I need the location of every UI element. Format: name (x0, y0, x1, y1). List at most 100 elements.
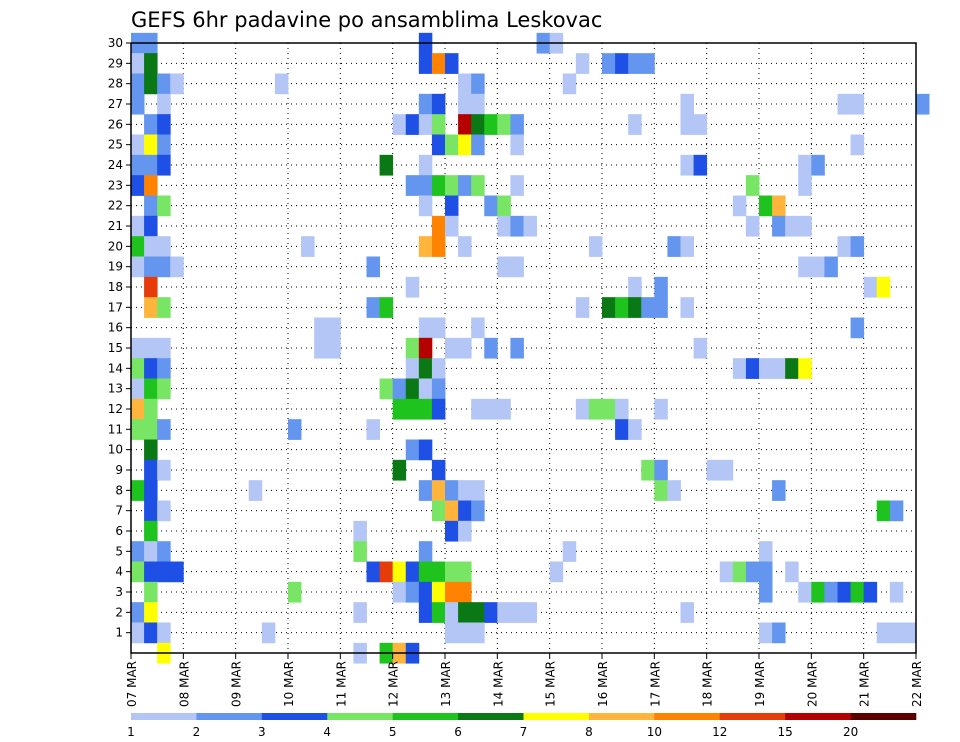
heatmap-cell (405, 378, 420, 400)
heatmap-cell (157, 459, 171, 481)
heatmap-cell (654, 398, 668, 420)
heatmap-cell (759, 622, 773, 644)
heatmap-cell (916, 93, 930, 115)
colorbar-label: 12 (712, 725, 727, 739)
heatmap-cell (131, 215, 145, 237)
heatmap-cell (431, 398, 446, 420)
heatmap-cell (510, 134, 524, 156)
heatmap-cell (615, 53, 629, 74)
heatmap-cell (458, 581, 472, 603)
heatmap-cell (471, 622, 485, 644)
heatmap-cell (144, 134, 158, 156)
heatmap-cell (693, 114, 708, 135)
heatmap-cell (615, 398, 629, 420)
x-tick-label: 13 MAR (439, 661, 453, 707)
heatmap-cell (144, 541, 158, 562)
heatmap-cell (157, 561, 171, 583)
heatmap-cell (418, 602, 433, 623)
heatmap-cell (131, 358, 145, 379)
heatmap-cell (418, 195, 433, 217)
heatmap-cell (288, 419, 302, 440)
y-tick-label: 11 (108, 422, 123, 436)
colorbar-label: 10 (647, 725, 662, 739)
heatmap-cell (445, 480, 459, 501)
heatmap-cell (131, 602, 145, 623)
heatmap-cell (392, 459, 407, 481)
heatmap-cell (602, 297, 616, 318)
heatmap-cell (654, 276, 668, 298)
y-tick-label: 17 (108, 300, 123, 314)
heatmap-cell (144, 297, 158, 318)
heatmap-cell (759, 581, 773, 603)
heatmap-cell (889, 622, 904, 644)
heatmap-cell (405, 581, 420, 603)
y-tick-label: 18 (108, 280, 123, 294)
y-tick-label: 8 (115, 483, 123, 497)
heatmap-cell (549, 561, 564, 583)
heatmap-cell (824, 581, 838, 603)
y-tick-label: 24 (108, 158, 123, 172)
heatmap-cell (876, 276, 891, 298)
heatmap-cell (327, 337, 341, 359)
heatmap-cell (785, 561, 799, 583)
heatmap-cell (418, 581, 433, 603)
heatmap-cell (157, 297, 171, 318)
heatmap-cell (654, 459, 668, 481)
heatmap-cell (445, 602, 459, 623)
heatmap-cell (497, 195, 511, 217)
heatmap-cell (418, 175, 433, 196)
heatmap-cell (431, 358, 446, 379)
heatmap-cell (562, 73, 577, 95)
heatmap-cell (837, 236, 851, 257)
heatmap-cell (431, 480, 446, 501)
heatmap-cell (418, 541, 433, 562)
heatmap-cell (575, 398, 590, 420)
heatmap-cell (157, 256, 171, 278)
heatmap-cell (484, 114, 498, 135)
heatmap-cell (431, 236, 446, 257)
heatmap-cell (850, 93, 865, 115)
heatmap-cell (772, 215, 786, 237)
y-tick-label: 29 (108, 56, 123, 70)
x-tick-label: 09 MAR (230, 661, 244, 707)
heatmap-cell (523, 215, 537, 237)
heatmap-cell (471, 93, 485, 115)
heatmap-cell (510, 602, 524, 623)
heatmap-cell (497, 114, 511, 135)
colorbar-label: 2 (193, 725, 201, 739)
heatmap-cell (484, 398, 498, 420)
heatmap-cell (431, 134, 446, 156)
heatmap-cell (431, 317, 446, 339)
heatmap-cell (418, 337, 433, 359)
y-axis: 1234567891011121314151617181920212223242… (108, 36, 131, 640)
heatmap-cell (471, 175, 485, 196)
heatmap-cell (418, 378, 433, 400)
heatmap-cell (131, 175, 145, 196)
heatmap-cell (274, 73, 289, 95)
colorbar-label: 1 (127, 725, 135, 739)
y-tick-label: 20 (108, 239, 123, 253)
heatmap-cell (248, 480, 263, 501)
heatmap-cell (157, 195, 171, 217)
heatmap-cell (693, 337, 708, 359)
heatmap-cell (144, 256, 158, 278)
heatmap-cell (431, 175, 446, 196)
x-tick-label: 11 MAR (334, 661, 348, 707)
heatmap-cell (144, 398, 158, 420)
heatmap-cell (392, 398, 407, 420)
heatmap-cell (144, 622, 158, 644)
heatmap-cell (131, 53, 145, 74)
heatmap-cell (379, 561, 394, 583)
heatmap-cell (131, 398, 145, 420)
heatmap-cell (837, 581, 851, 603)
heatmap-cell (798, 154, 812, 176)
heatmap-cell (889, 500, 904, 522)
heatmap-cell (379, 297, 394, 318)
heatmap-cell (144, 520, 158, 542)
heatmap-cell (798, 215, 812, 237)
heatmap-cell (445, 134, 459, 156)
colorbar-label: 7 (520, 725, 528, 739)
heatmap-cell (131, 256, 145, 278)
heatmap-cell (680, 114, 694, 135)
heatmap-cell (157, 134, 171, 156)
